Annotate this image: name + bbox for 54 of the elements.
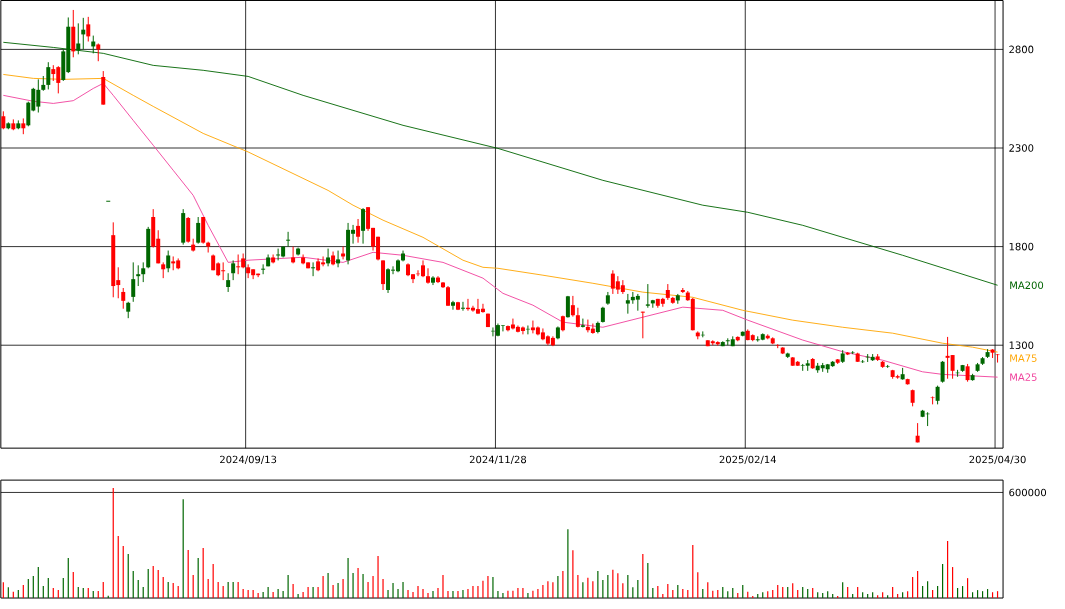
y-tick-label: 2300 <box>1009 144 1034 152</box>
candlestick <box>231 259 236 281</box>
candlestick <box>995 353 1000 364</box>
candlestick <box>226 272 231 293</box>
y-tick-label: 2800 <box>1009 45 1034 54</box>
candlestick <box>620 279 625 295</box>
candlestick <box>276 248 281 261</box>
candlestick <box>480 303 485 314</box>
candlestick <box>131 261 136 303</box>
candlestick <box>460 301 465 312</box>
candlestick <box>136 264 141 287</box>
candlestick <box>311 261 316 277</box>
candlestick <box>445 285 450 307</box>
candlestick <box>935 385 940 405</box>
candlestick <box>640 311 645 339</box>
candlestick <box>356 218 361 244</box>
candlestick <box>381 259 386 291</box>
candlestick <box>950 354 955 380</box>
y-tick-label: 1300 <box>1009 341 1034 350</box>
y-tick-label: 600000 <box>1009 488 1047 497</box>
candlestick <box>940 360 945 384</box>
candlestick <box>46 61 51 90</box>
candlestick <box>580 318 585 329</box>
candlestick <box>166 250 171 273</box>
series-label: MA200 <box>1010 281 1044 290</box>
candlestick <box>590 323 595 335</box>
x-tick-label: 2025/04/30 <box>969 455 1026 465</box>
candlestick <box>625 293 630 315</box>
candlestick <box>261 263 266 275</box>
series-label: MA25 <box>1010 373 1037 381</box>
candlestick <box>196 216 201 245</box>
candlestick <box>450 300 455 311</box>
candlestick <box>500 324 505 332</box>
candlestick <box>286 231 291 248</box>
candlestick <box>186 216 191 244</box>
x-tick-label: 2024/11/28 <box>469 455 527 465</box>
x-tick-label: 2025/02/14 <box>719 455 776 465</box>
candlestick <box>236 254 241 275</box>
series-label: MA75 <box>1010 354 1037 362</box>
candlestick <box>570 295 575 318</box>
candlestick <box>326 248 331 267</box>
candlestick <box>141 261 146 283</box>
candlestick <box>386 267 391 294</box>
candlestick <box>361 207 366 245</box>
candlestick <box>246 263 251 279</box>
candlestick <box>121 287 126 310</box>
y-tick-label: 1800 <box>1009 242 1034 251</box>
candlestick <box>336 250 341 268</box>
x-tick-label: 2024/09/13 <box>220 455 277 465</box>
candlestick <box>645 283 650 309</box>
candlestick <box>426 267 430 285</box>
candlestick <box>86 16 91 43</box>
candlestick <box>291 246 296 264</box>
candlestick <box>520 326 525 335</box>
